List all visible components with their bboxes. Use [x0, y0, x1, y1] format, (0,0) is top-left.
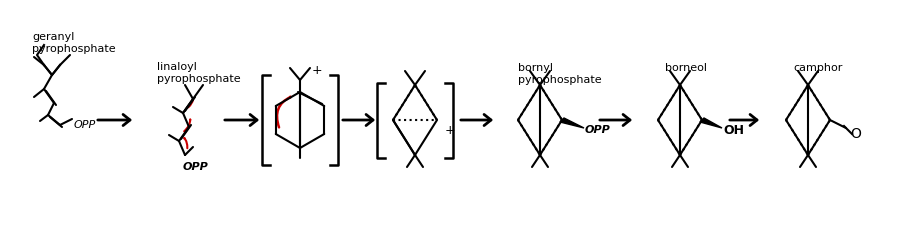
Text: OPP: OPP [74, 120, 96, 130]
Polygon shape [560, 118, 584, 128]
Text: camphor: camphor [793, 63, 842, 73]
Text: borneol: borneol [665, 63, 707, 73]
FancyArrowPatch shape [188, 99, 194, 107]
Text: geranyl
pyrophosphate: geranyl pyrophosphate [32, 32, 115, 54]
Text: OH: OH [723, 123, 744, 136]
Text: linaloyl
pyrophosphate: linaloyl pyrophosphate [157, 62, 240, 84]
Text: O: O [850, 127, 861, 141]
FancyArrowPatch shape [184, 138, 187, 148]
Text: bornyl
pyrophosphate: bornyl pyrophosphate [518, 63, 601, 85]
Text: +: + [445, 123, 455, 136]
Polygon shape [700, 118, 722, 128]
Text: OPP: OPP [183, 162, 209, 172]
FancyArrowPatch shape [277, 97, 291, 127]
FancyArrowPatch shape [184, 119, 191, 131]
Text: OPP: OPP [585, 125, 611, 135]
Text: +: + [312, 64, 322, 76]
